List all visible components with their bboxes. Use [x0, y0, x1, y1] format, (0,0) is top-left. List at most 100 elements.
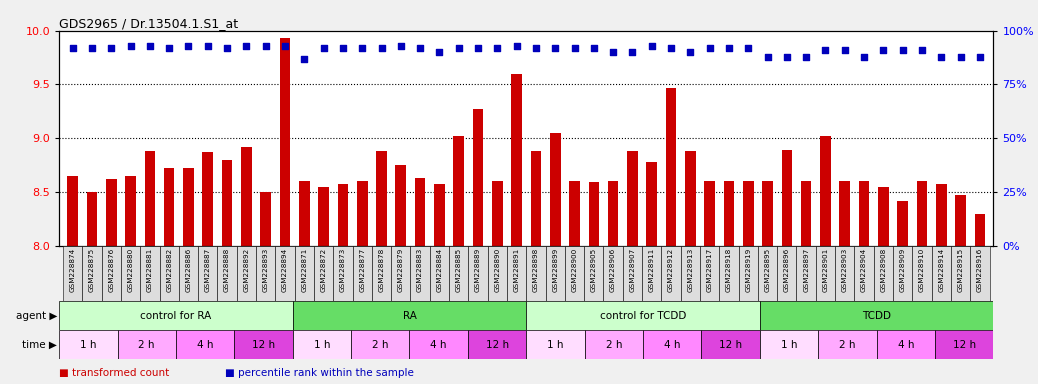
Text: GSM228875: GSM228875: [89, 247, 95, 292]
Text: GSM228897: GSM228897: [803, 247, 810, 292]
Text: GSM228900: GSM228900: [572, 247, 577, 292]
Point: [662, 45, 679, 51]
Point: [161, 45, 177, 51]
Bar: [434, 184, 444, 246]
Bar: [357, 181, 367, 246]
Text: 1 h: 1 h: [313, 339, 330, 350]
FancyBboxPatch shape: [931, 246, 951, 301]
Bar: [526, 301, 760, 330]
Text: 12 h: 12 h: [252, 339, 275, 350]
FancyBboxPatch shape: [603, 246, 623, 301]
Text: GSM228901: GSM228901: [822, 247, 828, 292]
Bar: [492, 181, 502, 246]
Text: GSM228877: GSM228877: [359, 247, 365, 292]
Point: [837, 47, 853, 53]
Bar: [820, 136, 830, 246]
Bar: [665, 88, 677, 246]
Text: GSM228881: GSM228881: [147, 247, 153, 292]
Text: GSM228908: GSM228908: [880, 247, 886, 292]
Point: [913, 47, 930, 53]
FancyBboxPatch shape: [295, 246, 313, 301]
Text: GSM228896: GSM228896: [784, 247, 790, 292]
Point: [316, 45, 332, 51]
Bar: [917, 181, 927, 246]
Bar: [627, 151, 637, 246]
Bar: [897, 200, 908, 246]
Point: [470, 45, 487, 51]
Point: [199, 43, 216, 49]
Text: GSM228872: GSM228872: [321, 247, 327, 292]
Text: time ▶: time ▶: [22, 339, 57, 350]
Bar: [415, 178, 426, 246]
Text: GSM228914: GSM228914: [938, 247, 945, 292]
FancyBboxPatch shape: [758, 246, 777, 301]
Bar: [685, 151, 695, 246]
FancyBboxPatch shape: [468, 246, 488, 301]
FancyBboxPatch shape: [391, 246, 410, 301]
FancyBboxPatch shape: [63, 246, 82, 301]
Bar: [144, 151, 156, 246]
Point: [605, 49, 622, 55]
Bar: [164, 168, 174, 246]
Bar: [106, 179, 116, 246]
Bar: [454, 136, 464, 246]
Text: GSM228895: GSM228895: [765, 247, 770, 292]
Bar: [512, 74, 522, 246]
FancyBboxPatch shape: [912, 246, 931, 301]
Text: agent ▶: agent ▶: [16, 311, 57, 321]
Text: GSM228882: GSM228882: [166, 247, 172, 292]
Bar: [589, 182, 599, 246]
Text: ■ transformed count: ■ transformed count: [59, 368, 169, 378]
Text: GSM228879: GSM228879: [398, 247, 404, 292]
Point: [933, 53, 950, 60]
FancyBboxPatch shape: [700, 246, 719, 301]
Text: 12 h: 12 h: [719, 339, 742, 350]
Bar: [760, 301, 993, 330]
Text: GSM228917: GSM228917: [707, 247, 713, 292]
Text: GSM228876: GSM228876: [108, 247, 114, 292]
Text: GSM228873: GSM228873: [339, 247, 346, 292]
Text: GDS2965 / Dr.13504.1.S1_at: GDS2965 / Dr.13504.1.S1_at: [59, 17, 239, 30]
Text: GSM228911: GSM228911: [649, 247, 655, 292]
Bar: [293, 301, 526, 330]
Text: GSM228894: GSM228894: [282, 247, 288, 292]
Bar: [723, 181, 734, 246]
Text: GSM228884: GSM228884: [436, 247, 442, 292]
Text: GSM228919: GSM228919: [745, 247, 752, 292]
Text: GSM228918: GSM228918: [726, 247, 732, 292]
Point: [740, 45, 757, 51]
Text: GSM228874: GSM228874: [70, 247, 76, 292]
Bar: [117, 330, 176, 359]
FancyBboxPatch shape: [777, 246, 796, 301]
Text: GSM228906: GSM228906: [610, 247, 617, 292]
FancyBboxPatch shape: [430, 246, 449, 301]
Bar: [644, 330, 702, 359]
Bar: [530, 151, 541, 246]
Text: GSM228916: GSM228916: [977, 247, 983, 292]
Bar: [235, 330, 293, 359]
Point: [509, 43, 525, 49]
Point: [392, 43, 409, 49]
Point: [450, 45, 467, 51]
Point: [682, 49, 699, 55]
Bar: [936, 184, 947, 246]
Point: [489, 45, 506, 51]
FancyBboxPatch shape: [198, 246, 217, 301]
FancyBboxPatch shape: [661, 246, 681, 301]
FancyBboxPatch shape: [410, 246, 430, 301]
Point: [374, 45, 390, 51]
FancyBboxPatch shape: [893, 246, 912, 301]
Point: [817, 47, 834, 53]
Bar: [293, 330, 351, 359]
FancyBboxPatch shape: [237, 246, 256, 301]
Bar: [86, 192, 98, 246]
FancyBboxPatch shape: [951, 246, 971, 301]
Point: [778, 53, 795, 60]
Text: 12 h: 12 h: [486, 339, 509, 350]
Text: 4 h: 4 h: [898, 339, 914, 350]
Point: [296, 56, 312, 62]
Point: [798, 53, 815, 60]
Point: [952, 53, 968, 60]
Point: [855, 53, 872, 60]
FancyBboxPatch shape: [681, 246, 700, 301]
